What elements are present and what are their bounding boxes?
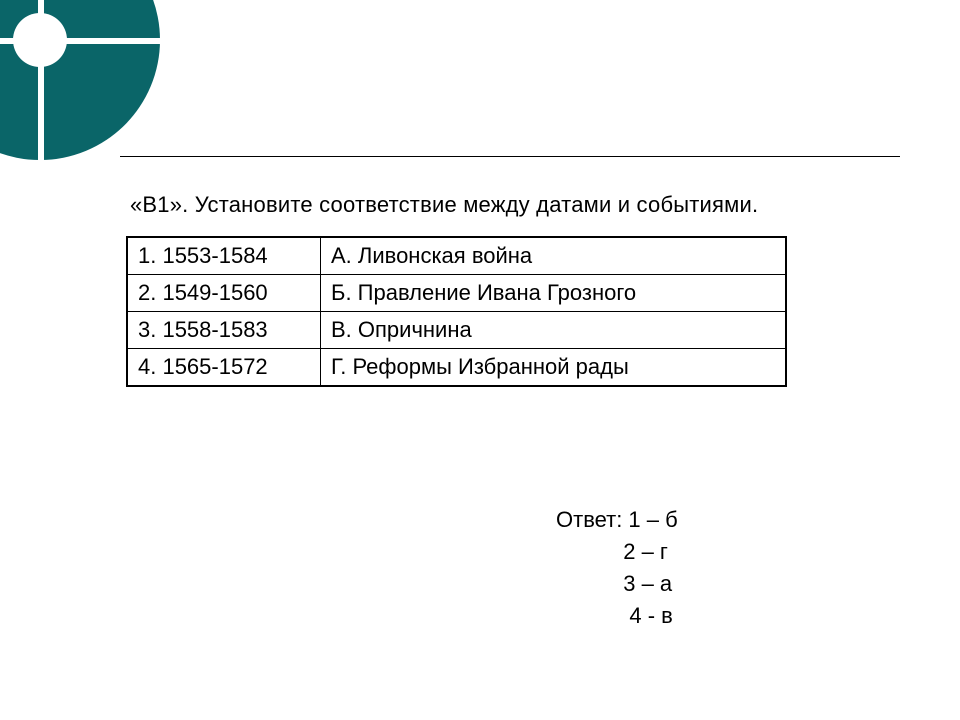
answer-line: 2 – г bbox=[556, 536, 678, 568]
horizontal-rule bbox=[120, 156, 900, 157]
date-cell: 2. 1549-1560 bbox=[127, 275, 321, 312]
event-cell: В. Опричнина bbox=[321, 312, 787, 349]
date-cell: 1. 1553-1584 bbox=[127, 237, 321, 275]
question-prompt: «В1». Установите соответствие между дата… bbox=[130, 192, 758, 218]
corner-decoration bbox=[0, 0, 160, 160]
table-row: 1. 1553-1584 А. Ливонская война bbox=[127, 237, 786, 275]
date-cell: 4. 1565-1572 bbox=[127, 349, 321, 387]
table-row: 2. 1549-1560 Б. Правление Ивана Грозного bbox=[127, 275, 786, 312]
matching-table: 1. 1553-1584 А. Ливонская война 2. 1549-… bbox=[126, 236, 787, 387]
date-cell: 3. 1558-1583 bbox=[127, 312, 321, 349]
answer-block: Ответ: 1 – б 2 – г 3 – а 4 - в bbox=[556, 504, 678, 632]
event-cell: А. Ливонская война bbox=[321, 237, 787, 275]
event-cell: Б. Правление Ивана Грозного bbox=[321, 275, 787, 312]
event-cell: Г. Реформы Избранной рады bbox=[321, 349, 787, 387]
answer-line: 4 - в bbox=[556, 600, 678, 632]
table-row: 4. 1565-1572 Г. Реформы Избранной рады bbox=[127, 349, 786, 387]
table-row: 3. 1558-1583 В. Опричнина bbox=[127, 312, 786, 349]
answer-line: Ответ: 1 – б bbox=[556, 504, 678, 536]
answer-line: 3 – а bbox=[556, 568, 678, 600]
